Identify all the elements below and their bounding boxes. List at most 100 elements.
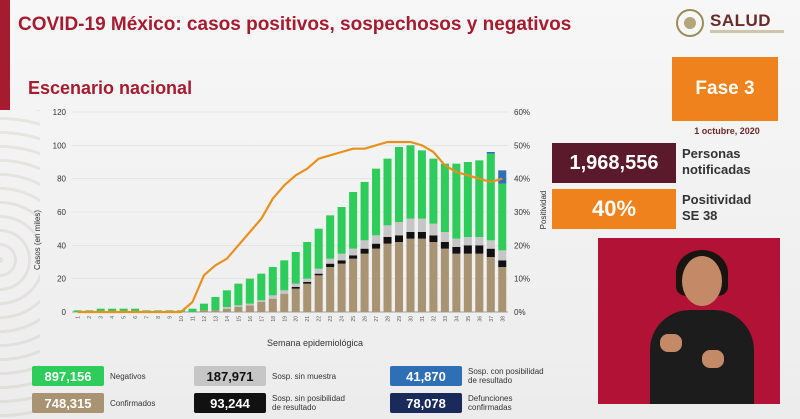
bar-confirmados [383, 243, 392, 312]
bar-confirmados [429, 242, 438, 312]
bar-sin-muestra [429, 223, 438, 236]
bar-negativos [417, 150, 426, 219]
notified-label-line2: notificadas [682, 162, 751, 177]
x-tick-label: 6 [133, 316, 139, 319]
notified-count: 1,968,556 [552, 143, 676, 183]
positivity-label-line1: Positividad [682, 192, 752, 207]
bar-sin-muestra [222, 307, 231, 309]
x-tick-label: 9 [168, 316, 174, 319]
x-tick-label: 24 [340, 316, 346, 322]
bar-negativos [486, 153, 495, 241]
bar-negativos [119, 308, 128, 312]
bar-sin-muestra [417, 218, 426, 232]
positivity-label: Positividad SE 38 [682, 192, 751, 224]
bar-negativos [234, 283, 243, 306]
bar-confirmados [360, 253, 369, 312]
legend-defunciones-value: 78,078 [390, 393, 462, 413]
bar-negativos [394, 147, 404, 222]
legend-con-posib-label: Sosp. con posibilidad de resultado [468, 367, 544, 385]
x-tick-label: 37 [489, 316, 495, 322]
bar-confirmados [199, 310, 208, 312]
legend-confirmados-value: 748,315 [32, 393, 104, 413]
bar-sin-muestra [383, 225, 392, 237]
x-tick-label: 20 [294, 316, 300, 322]
y2-tick-label: 0% [514, 308, 526, 317]
bar-sin-posibilidad [429, 235, 438, 242]
bar-negativos [314, 228, 323, 269]
logo-underline [710, 30, 784, 33]
bar-confirmados [314, 275, 323, 312]
x-tick-label: 27 [374, 316, 380, 322]
logo-text: SALUD [710, 11, 772, 30]
x-tick-label: 35 [466, 316, 472, 322]
bar-confirmados [257, 302, 266, 312]
x-axis: 1 2 3 4 5 6 7 8 9 10 11 12 13 14 15 16 17 18 19 20 21 22 23 24 2… [76, 316, 507, 322]
bar-confirmados [372, 248, 381, 312]
bar-negativos [245, 278, 254, 304]
bar-negativos [326, 215, 335, 259]
bar-sin-posibilidad [360, 248, 369, 254]
bar-negativos [211, 297, 220, 311]
bar-sin-muestra [372, 235, 381, 244]
bar-negativos [463, 162, 472, 237]
y2-tick-label: 20% [514, 241, 530, 250]
bar-confirmados [486, 257, 495, 312]
bar-sin-muestra [475, 237, 484, 246]
y2-tick-label: 50% [514, 141, 530, 150]
bar-confirmados [303, 283, 312, 312]
positivity-line-path [77, 140, 503, 314]
x-tick-label: 1 [76, 316, 82, 319]
bar-negativos [337, 207, 346, 254]
bar-sin-posibilidad [349, 255, 358, 259]
bar-sin-muestra [337, 253, 346, 261]
y-tick-label: 100 [53, 141, 67, 150]
bar-negativos [96, 308, 105, 312]
bar-confirmados [475, 253, 484, 312]
x-tick-label: 16 [248, 316, 254, 322]
positivity-value: 40% [552, 189, 676, 229]
chart-bars [73, 145, 507, 312]
phase-badge: Fase 3 [672, 57, 778, 121]
notified-label-line1: Personas [682, 146, 741, 161]
y-tick-label: 80 [57, 175, 66, 184]
bar-confirmados [452, 253, 461, 312]
x-tick-label: 13 [213, 316, 219, 322]
bar-negativos [199, 303, 208, 311]
positivity-label-line2: SE 38 [682, 208, 718, 223]
bar-sin-muestra [486, 240, 495, 249]
bar-negativos [475, 160, 484, 237]
bar-sin-posibilidad [452, 247, 461, 254]
legend-defunciones-line2: confirmadas [468, 403, 512, 412]
bar-negativos [268, 267, 277, 296]
legend-sin-muestra-label: Sosp. sin muestra [272, 372, 337, 381]
x-tick-label: 15 [236, 316, 242, 322]
x-tick-label: 2 [87, 316, 93, 319]
bar-confirmados [211, 310, 220, 312]
x-tick-label: 12 [202, 316, 208, 322]
y2-tick-label: 10% [514, 275, 530, 284]
slide-title: COVID-19 México: casos positivos, sospec… [18, 14, 572, 35]
x-tick-label: 32 [431, 316, 437, 322]
bar-sin-muestra [245, 303, 254, 306]
bar-sin-muestra [452, 238, 461, 247]
seal-icon [676, 9, 704, 37]
x-tick-label: 25 [351, 316, 357, 322]
bar-sin-muestra [349, 248, 358, 256]
y-tick-label: 0 [62, 308, 67, 317]
bar-sin-muestra [440, 232, 449, 242]
x-tick-label: 14 [225, 316, 231, 322]
bar-sin-posibilidad [383, 237, 392, 244]
x-tick-label: 8 [156, 316, 162, 319]
bar-con-posibilidad [498, 170, 507, 184]
bar-confirmados [417, 238, 426, 312]
bar-sin-muestra [406, 218, 415, 232]
x-tick-label: 28 [386, 316, 392, 322]
x-tick-label: 11 [190, 316, 196, 321]
bar-negativos [257, 273, 266, 301]
bar-sin-posibilidad [417, 232, 426, 239]
x-tick-label: 31 [420, 316, 426, 322]
x-tick-label: 23 [328, 316, 334, 322]
x-tick-label: 26 [363, 316, 369, 322]
bar-negativos [383, 158, 392, 226]
interpreter-hand-left [660, 334, 682, 352]
